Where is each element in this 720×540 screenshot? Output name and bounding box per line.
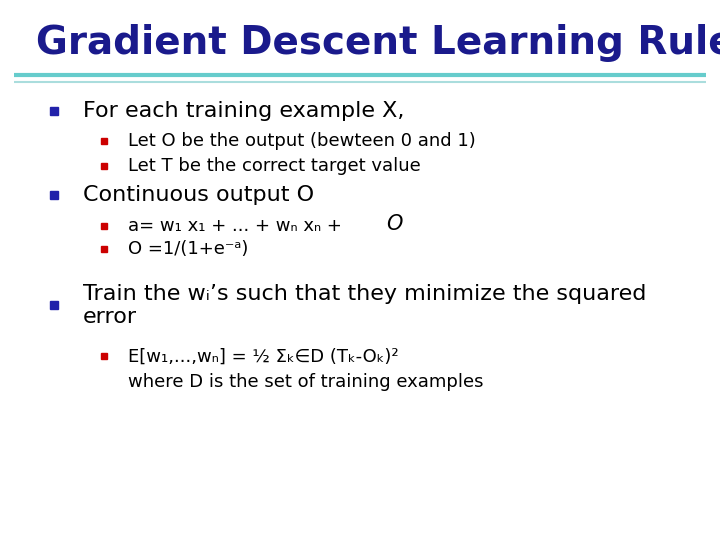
Text: E[w₁,...,wₙ] = ½ Σₖ∈D (Tₖ-Oₖ)²: E[w₁,...,wₙ] = ½ Σₖ∈D (Tₖ-Oₖ)² bbox=[128, 347, 399, 366]
Text: For each training example X,: For each training example X, bbox=[83, 100, 404, 121]
Text: O: O bbox=[386, 214, 402, 234]
Text: Let T be the correct target value: Let T be the correct target value bbox=[128, 157, 421, 175]
Text: Continuous output O: Continuous output O bbox=[83, 185, 314, 206]
Text: Gradient Descent Learning Rule: Gradient Descent Learning Rule bbox=[36, 24, 720, 62]
Text: where D is the set of training examples: where D is the set of training examples bbox=[128, 373, 484, 392]
Text: Let O be the output (bewteen 0 and 1): Let O be the output (bewteen 0 and 1) bbox=[128, 132, 476, 151]
Text: O =1/(1+e⁻ᵃ): O =1/(1+e⁻ᵃ) bbox=[128, 240, 248, 259]
Text: Train the wᵢ’s such that they minimize the squared
error: Train the wᵢ’s such that they minimize t… bbox=[83, 284, 646, 327]
Text: a= w₁ x₁ + ... + wₙ xₙ +: a= w₁ x₁ + ... + wₙ xₙ + bbox=[128, 217, 348, 235]
